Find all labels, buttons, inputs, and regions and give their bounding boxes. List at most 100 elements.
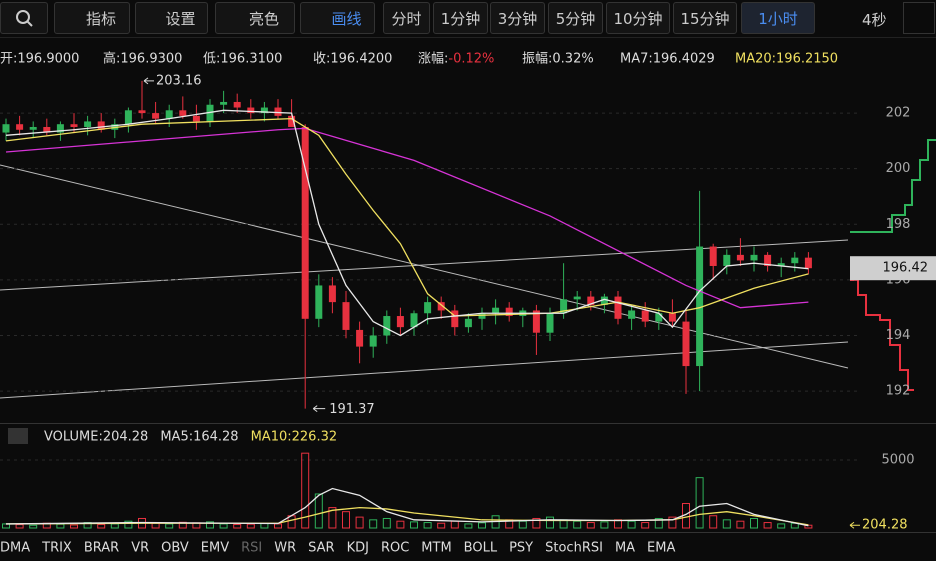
indicator-tab[interactable]: BRAR	[84, 541, 119, 556]
candle-body	[16, 124, 24, 130]
volume-bar	[369, 519, 378, 529]
candle-body	[696, 246, 704, 367]
indicator-tab[interactable]: PSY	[509, 541, 533, 556]
y-tick-label: 194	[886, 328, 911, 343]
indicator-tab[interactable]: WR	[274, 541, 296, 556]
info-value: 196.4029	[653, 52, 715, 67]
volume-bar	[70, 524, 78, 529]
candle-body	[70, 124, 78, 127]
indicator-tab[interactable]: MTM	[421, 541, 451, 556]
indicator-tab[interactable]: MA	[615, 541, 635, 556]
tool-button[interactable]: 设置	[135, 2, 208, 34]
info-label: 高:	[103, 51, 120, 67]
interval-button[interactable]: 5分钟	[548, 2, 603, 34]
low-annotation: 191.37	[329, 402, 375, 417]
price-tag-label: 196.42	[883, 261, 929, 276]
volume-bar	[382, 517, 391, 529]
indicator-tab[interactable]: KDJ	[347, 541, 369, 556]
volume-bar	[518, 520, 527, 529]
candle-body	[165, 110, 173, 119]
interval-button[interactable]: 1小时	[741, 2, 815, 34]
interval-button[interactable]: 分时	[383, 2, 430, 34]
indicator-tab[interactable]: TRIX	[41, 541, 72, 556]
indicator-tab[interactable]: BOLL	[464, 541, 498, 556]
volume-bar	[274, 523, 282, 529]
candle-body	[451, 310, 459, 328]
volume-last-label: 204.28	[862, 518, 908, 533]
candle-body	[410, 313, 418, 328]
volume-bar	[355, 516, 364, 529]
volume-bar	[668, 516, 677, 529]
interval-button[interactable]: 10分钟	[606, 2, 670, 34]
indicator-tab[interactable]: RSI	[241, 541, 262, 556]
volume-bar	[15, 524, 24, 529]
divider	[0, 532, 936, 533]
volume-bar	[478, 522, 486, 529]
volume-bar	[328, 507, 337, 529]
search-icon	[16, 10, 33, 27]
arrow	[312, 405, 326, 413]
volume-bar	[410, 521, 418, 529]
indicator-tab[interactable]: OBV	[161, 541, 189, 556]
volume-bar	[151, 522, 160, 529]
y-tick-label: 202	[886, 106, 911, 121]
volume-bar	[586, 522, 595, 529]
fullscreen-button[interactable]	[903, 2, 935, 34]
volume-bar	[301, 452, 310, 529]
candle-body	[288, 115, 296, 127]
volume-ma-line	[5, 487, 809, 527]
candle-body	[709, 246, 717, 266]
ma-line	[5, 117, 809, 317]
candle-body	[600, 296, 608, 305]
volume-header-label: MA5:	[160, 430, 193, 445]
y-tick-label: 192	[886, 384, 911, 399]
volume-bar	[573, 520, 582, 529]
volume-bar	[614, 519, 622, 529]
indicator-tab[interactable]: StochRSI	[545, 541, 603, 556]
refresh-timer[interactable]: 4秒	[862, 11, 887, 29]
arrow	[143, 77, 154, 85]
candle-body	[247, 107, 255, 114]
candle-body	[437, 302, 445, 311]
candle-body	[138, 110, 146, 114]
candle-body	[750, 254, 758, 261]
indicator-tab[interactable]: VR	[131, 541, 149, 556]
divider	[0, 37, 936, 38]
candle-body	[206, 104, 214, 122]
volume-bar	[423, 522, 432, 529]
volume-ma-line	[5, 506, 809, 526]
volume-bar	[450, 520, 459, 529]
candle-body	[424, 302, 432, 314]
tool-button[interactable]: 亮色	[215, 2, 295, 34]
y-tick-label: 200	[886, 161, 911, 176]
volume-bar	[641, 522, 650, 529]
candle-body	[274, 107, 282, 116]
indicator-tab[interactable]: EMA	[647, 541, 675, 556]
volume-bar	[532, 517, 541, 529]
candle-body	[315, 285, 323, 319]
info-label: 低:	[203, 52, 220, 67]
candle-body	[764, 254, 772, 266]
tool-button[interactable]: 指标	[54, 2, 130, 34]
volume-header-value: 226.32	[292, 430, 338, 445]
candle-body	[546, 313, 554, 333]
indicator-tab[interactable]: ROC	[381, 541, 409, 556]
indicator-tab[interactable]: EMV	[201, 541, 229, 556]
tool-button[interactable]: 画线	[300, 2, 375, 34]
trend-line	[0, 239, 849, 291]
candle-body	[383, 316, 391, 336]
indicator-tab[interactable]: DMA	[0, 541, 30, 556]
info-value: 0.32%	[552, 52, 593, 67]
indicator-tab[interactable]: SAR	[308, 541, 334, 556]
volume-bar	[124, 520, 133, 529]
volume-bar	[627, 520, 636, 529]
search-button[interactable]	[0, 2, 48, 34]
candle-body	[56, 124, 64, 133]
interval-button[interactable]: 3分钟	[490, 2, 545, 34]
interval-button[interactable]: 1分钟	[433, 2, 488, 34]
candle-body	[97, 121, 105, 130]
interval-button[interactable]: 15分钟	[673, 2, 737, 34]
panel-icon[interactable]	[8, 428, 28, 444]
volume-bar	[314, 493, 323, 529]
